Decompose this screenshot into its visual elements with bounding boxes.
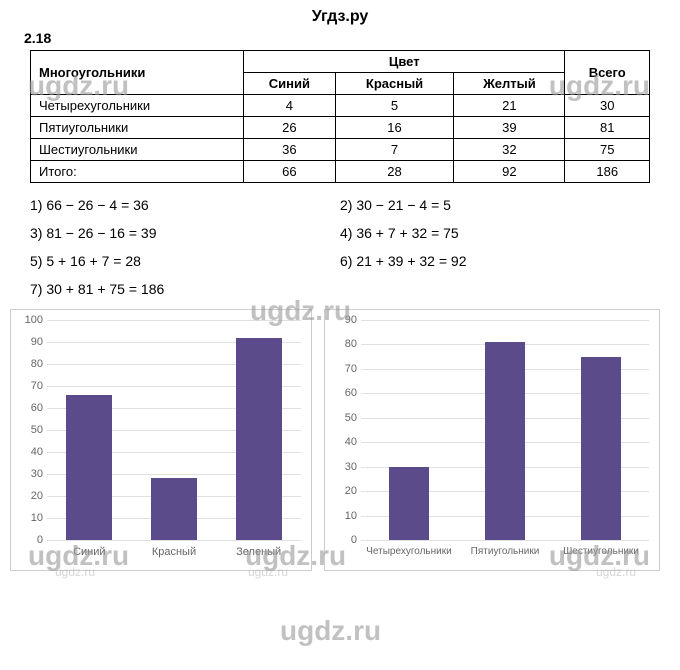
row-name: Итого: bbox=[31, 161, 244, 183]
cell: 39 bbox=[454, 117, 565, 139]
header-polygons: Многоугольники bbox=[31, 51, 244, 95]
header-color: Цвет bbox=[244, 51, 565, 73]
cell: 5 bbox=[335, 95, 454, 117]
y-tick-label: 90 bbox=[329, 314, 357, 326]
section-number: 2.18 bbox=[0, 30, 680, 50]
y-tick-label: 80 bbox=[329, 338, 357, 350]
chart-bar bbox=[485, 342, 525, 540]
cell: 36 bbox=[244, 139, 336, 161]
plot-area: 0102030405060708090100СинийКрасныйЗелены… bbox=[47, 320, 301, 540]
grid-line bbox=[47, 320, 301, 321]
col-blue: Синий bbox=[244, 73, 336, 95]
equation: 3) 81 − 26 − 16 = 39 bbox=[30, 225, 340, 241]
x-tick-label: Четырехугольники bbox=[361, 540, 457, 557]
y-tick-label: 70 bbox=[15, 380, 43, 392]
cell: 4 bbox=[244, 95, 336, 117]
equation: 1) 66 − 26 − 4 = 36 bbox=[30, 197, 340, 213]
table-row: Итого: 66 28 92 186 bbox=[31, 161, 650, 183]
y-tick-label: 70 bbox=[329, 363, 357, 375]
y-tick-label: 20 bbox=[329, 485, 357, 497]
x-tick-label: Зеленый bbox=[216, 540, 301, 558]
equation: 5) 5 + 16 + 7 = 28 bbox=[30, 253, 340, 269]
chart-bar bbox=[581, 357, 621, 540]
y-tick-label: 80 bbox=[15, 358, 43, 370]
equations-block: 1) 66 − 26 − 4 = 36 2) 30 − 21 − 4 = 5 3… bbox=[30, 197, 650, 297]
row-name: Четырехугольники bbox=[31, 95, 244, 117]
table-row: Четырехугольники 4 5 21 30 bbox=[31, 95, 650, 117]
cell: 16 bbox=[335, 117, 454, 139]
y-tick-label: 0 bbox=[329, 534, 357, 546]
y-tick-label: 90 bbox=[15, 336, 43, 348]
y-tick-label: 0 bbox=[15, 534, 43, 546]
y-tick-label: 40 bbox=[329, 436, 357, 448]
x-tick-label: Пятиугольники bbox=[457, 540, 553, 557]
equation: 4) 36 + 7 + 32 = 75 bbox=[340, 225, 650, 241]
x-tick-label: Красный bbox=[132, 540, 217, 558]
equation: 2) 30 − 21 − 4 = 5 bbox=[340, 197, 650, 213]
col-red: Красный bbox=[335, 73, 454, 95]
col-yellow: Желтый bbox=[454, 73, 565, 95]
cell: 30 bbox=[565, 95, 650, 117]
cell: 66 bbox=[244, 161, 336, 183]
chart-bar bbox=[236, 338, 282, 540]
y-tick-label: 30 bbox=[15, 468, 43, 480]
chart-bar bbox=[389, 467, 429, 540]
plot-area: 0102030405060708090ЧетырехугольникиПятиу… bbox=[361, 320, 649, 540]
grid-line bbox=[361, 320, 649, 321]
cell: 81 bbox=[565, 117, 650, 139]
y-tick-label: 10 bbox=[329, 510, 357, 522]
polygon-chart: 0 10 20 30 40 50 60 70 80 90 ЧетырехугольникиПятиу… bbox=[324, 309, 660, 571]
cell: 92 bbox=[454, 161, 565, 183]
row-name: Шестиугольники bbox=[31, 139, 244, 161]
cell: 26 bbox=[244, 117, 336, 139]
equation: 6) 21 + 39 + 32 = 92 bbox=[340, 253, 650, 269]
x-tick-label: Синий bbox=[47, 540, 132, 558]
chart-bar bbox=[151, 478, 197, 540]
cell: 7 bbox=[335, 139, 454, 161]
page-title: Угдз.ру bbox=[0, 0, 680, 30]
y-tick-label: 50 bbox=[15, 424, 43, 436]
table-row: Шестиугольники 36 7 32 75 bbox=[31, 139, 650, 161]
header-total: Всего bbox=[565, 51, 650, 95]
charts-container: 0102030405060708090100СинийКрасныйЗелены… bbox=[10, 309, 670, 571]
row-name: Пятиугольники bbox=[31, 117, 244, 139]
color-chart: 0 10 20 30 40 50 60 70 80 90 100 СинийКрасныйЗелены… bbox=[10, 309, 312, 571]
y-tick-label: 30 bbox=[329, 461, 357, 473]
y-tick-label: 60 bbox=[15, 402, 43, 414]
cell: 21 bbox=[454, 95, 565, 117]
watermark: ugdz.ru bbox=[280, 615, 381, 647]
cell: 28 bbox=[335, 161, 454, 183]
y-tick-label: 40 bbox=[15, 446, 43, 458]
equation: 7) 30 + 81 + 75 = 186 bbox=[30, 281, 340, 297]
y-tick-label: 20 bbox=[15, 490, 43, 502]
table-row: Многоугольники Цвет Всего bbox=[31, 51, 650, 73]
cell: 32 bbox=[454, 139, 565, 161]
chart-bar bbox=[66, 395, 112, 540]
y-tick-label: 10 bbox=[15, 512, 43, 524]
cell: 75 bbox=[565, 139, 650, 161]
x-tick-label: Шестиугольники bbox=[553, 540, 649, 557]
y-tick-label: 50 bbox=[329, 412, 357, 424]
polygon-table: Многоугольники Цвет Всего Синий Красный … bbox=[30, 50, 650, 183]
table-row: Пятиугольники 26 16 39 81 bbox=[31, 117, 650, 139]
y-tick-label: 60 bbox=[329, 387, 357, 399]
cell: 186 bbox=[565, 161, 650, 183]
y-tick-label: 100 bbox=[15, 314, 43, 326]
